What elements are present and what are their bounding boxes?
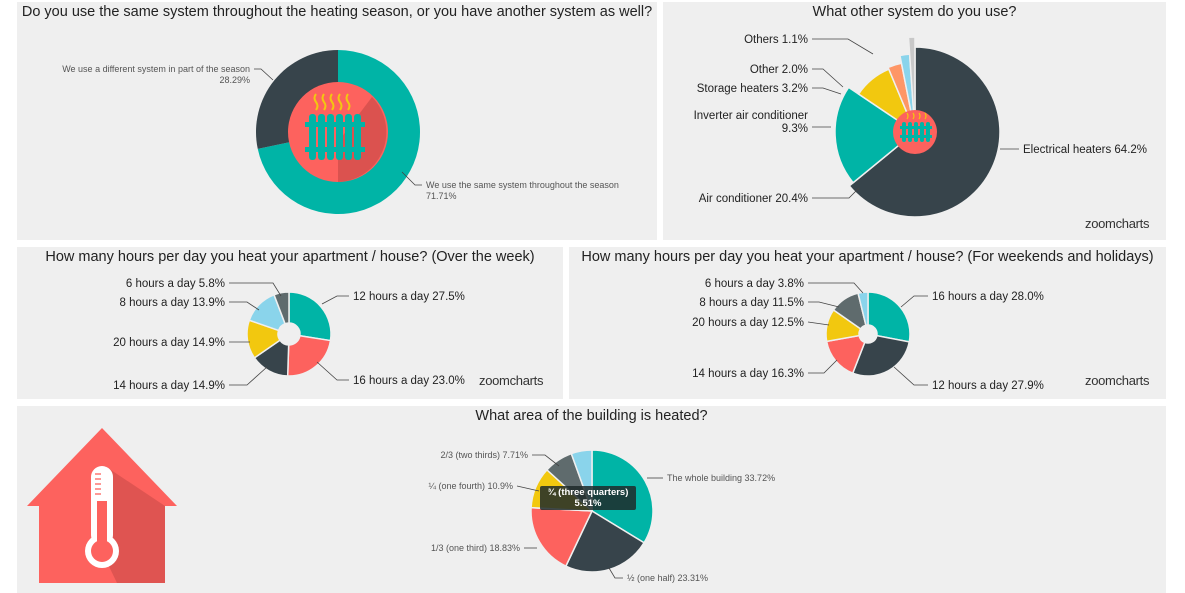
slice-label-16-hours: 16 hours a day 23.0% [353, 375, 465, 387]
radiator-icon [288, 82, 388, 182]
chart-title: What area of the building is heated? [475, 408, 708, 424]
chart-title: Do you use the same system throughout th… [21, 4, 653, 20]
slice-label-inverter-air-conditioner: Inverter air conditioner [694, 110, 809, 122]
slice-label-one-half: ½ (one half) 23.31% [627, 573, 708, 583]
leader-line [401, 171, 422, 186]
slice-label-20-hours: 20 hours a day 12.5% [692, 317, 804, 329]
slice-12-hours-a-day[interactable] [851, 334, 911, 377]
tooltip: ¾ (three quarters) 5.51% [540, 486, 636, 510]
slice-label-different-system: We use a different system in part of the… [62, 64, 250, 74]
slice-label-12-hours: 12 hours a day 27.9% [932, 380, 1044, 392]
chart-hours-week: 12 hours a day 27.5% 16 hours a day 23.0%… [113, 278, 465, 392]
leader-line [316, 361, 349, 381]
chart-hours-weekend: 16 hours a day 28.0% 12 hours a day 27.9%… [692, 278, 1044, 392]
slice-label-two-thirds: 2/3 (two thirds) 7.71% [440, 450, 528, 460]
leader-line [900, 295, 928, 308]
slice-12-hours-a-day[interactable] [288, 291, 332, 342]
chart-title: How many hours per day you heat your apa… [45, 249, 535, 265]
leader-line [532, 454, 560, 467]
chart-title: What other system do you use? [812, 4, 1017, 20]
panel-other-system: What other system do you use? Electrical… [663, 2, 1166, 240]
panel-hours-weekend: How many hours per day you heat your apa… [569, 247, 1166, 399]
leader-line [321, 295, 349, 305]
slice-label-storage-heaters: Storage heaters 3.2% [697, 83, 808, 95]
leader-line [608, 567, 623, 579]
slice-label-one-fourth: ¼ (one fourth) 10.9% [428, 481, 513, 491]
leader-line [812, 68, 844, 88]
slice-label-16-hours: 16 hours a day 28.0% [932, 291, 1044, 303]
slice-label-one-third: 1/3 (one third) 18.83% [431, 543, 520, 553]
leader-line [808, 301, 840, 308]
slice-label-electrical-heaters: Electrical heaters 64.2% [1023, 144, 1147, 156]
leader-line [812, 187, 860, 199]
leader-line [229, 366, 268, 386]
panel-hours-week: How many hours per day you heat your apa… [17, 247, 563, 399]
leader-line [516, 485, 540, 492]
slice-value-different-system: 28.29% [219, 75, 250, 85]
slice-value-inverter-air-conditioner: 9.3% [782, 123, 808, 135]
slice-16-hours-a-day[interactable] [867, 291, 911, 343]
leader-line [807, 321, 830, 326]
slice-label-14-hours: 14 hours a day 14.9% [113, 380, 225, 392]
tooltip-label: ¾ (three quarters) [548, 487, 629, 498]
zoomcharts-logo: zoomcharts [1085, 216, 1150, 231]
slice-label-6-hours: 6 hours a day 5.8% [126, 278, 225, 290]
panel-area-heated: What area of the building is heated? The… [17, 406, 1166, 593]
slice-1-3-one-third[interactable] [530, 506, 594, 568]
slice-label-same-system: We use the same system throughout the se… [426, 180, 619, 190]
leader-line [229, 282, 282, 297]
leader-line [254, 68, 274, 81]
leader-line [229, 301, 260, 311]
chart-other-system: Electrical heaters 64.2% Air conditioner … [694, 34, 1147, 218]
slice-label-others: Others 1.1% [744, 34, 808, 46]
slice-label-12-hours: 12 hours a day 27.5% [353, 291, 465, 303]
slice-6-hours-a-day[interactable] [857, 291, 869, 327]
slice-label-air-conditioner: Air conditioner 20.4% [699, 193, 808, 205]
slice-label-8-hours: 8 hours a day 13.9% [120, 297, 226, 309]
slice-others[interactable] [907, 36, 916, 133]
leader-line [812, 87, 842, 95]
slice-label-14-hours: 14 hours a day 16.3% [692, 368, 804, 380]
slice-value-same-system: 71.71% [426, 191, 457, 201]
radiator-icon [893, 110, 937, 154]
zoomcharts-logo: zoomcharts [1085, 373, 1150, 388]
slice-label-other: Other 2.0% [750, 64, 808, 76]
chart-same-system: We use the same system throughout the se… [62, 49, 619, 214]
slice-16-hours-a-day[interactable] [286, 334, 332, 377]
slice-label-20-hours: 20 hours a day 14.9% [113, 337, 225, 349]
slice-label-6-hours: 6 hours a day 3.8% [705, 278, 804, 290]
leader-line [808, 359, 838, 374]
chart-title: How many hours per day you heat your apa… [581, 249, 1154, 265]
panel-same-system: Do you use the same system throughout th… [17, 2, 657, 240]
slice-label-whole-building: The whole building 33.72% [667, 473, 775, 483]
leader-line [893, 366, 928, 386]
slice-air-conditioner[interactable] [834, 86, 917, 184]
slice-label-8-hours: 8 hours a day 11.5% [699, 297, 804, 309]
tooltip-value: 5.51% [575, 498, 602, 509]
leader-line [812, 38, 874, 55]
chart-area-heated: The whole building 33.72% ½ (one half) 23… [27, 428, 775, 583]
leader-line [808, 282, 864, 294]
zoomcharts-logo: zoomcharts [479, 373, 544, 388]
house-thermometer-icon [27, 428, 177, 583]
